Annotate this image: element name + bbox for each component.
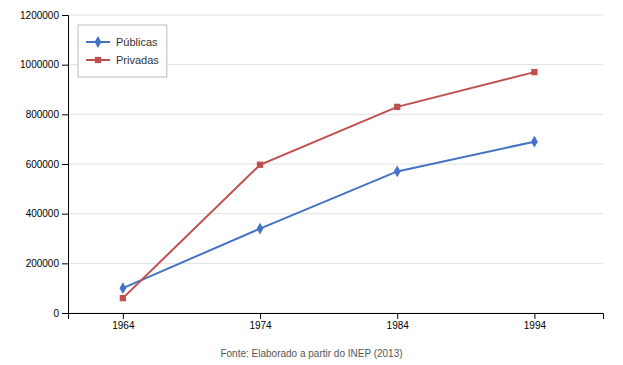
tick-label: 1200000	[20, 10, 59, 21]
caption: Fonte: Elaborado a partir do INEP (2013)	[220, 348, 402, 359]
point	[257, 162, 263, 168]
tick-label: 1974	[249, 320, 272, 331]
tick-label: 200000	[26, 258, 60, 269]
tick-mark	[62, 114, 68, 115]
tick: 1000000	[20, 59, 68, 70]
chart: 1964 1974 1984 1994 0 200000 400000 600000 80000…	[0, 0, 623, 365]
point	[531, 69, 537, 75]
y-axis: 0 200000 400000 600000 800000 1000000 1200000	[20, 10, 68, 319]
grid-line	[68, 164, 603, 165]
tick: 200000	[26, 258, 68, 269]
marks	[119, 69, 537, 301]
tick: 400000	[26, 208, 68, 219]
tick-mark	[123, 313, 124, 319]
tick-mark	[62, 164, 68, 165]
tick: 800000	[26, 109, 68, 120]
grid	[68, 15, 603, 313]
legend-box	[78, 25, 167, 77]
grid-line	[68, 114, 603, 115]
tick-mark	[397, 313, 398, 319]
tick: 600000	[26, 159, 68, 170]
grid-line	[68, 213, 603, 214]
axis-line	[69, 314, 604, 320]
tick: 1200000	[20, 10, 68, 21]
tick-mark	[62, 214, 68, 215]
point	[119, 282, 126, 294]
tick-label: 400000	[26, 208, 60, 219]
tick: 1994	[524, 313, 547, 331]
tick-label: 1984	[387, 320, 410, 331]
tick-label: 0	[53, 308, 59, 319]
point	[120, 295, 126, 301]
tick-mark	[62, 65, 68, 66]
tick-mark	[62, 313, 68, 314]
tick: 1984	[387, 313, 410, 331]
tick-mark	[62, 263, 68, 264]
tick-label: 1964	[112, 320, 135, 331]
point	[257, 223, 264, 235]
tick-label: 1000000	[20, 59, 59, 70]
tick-mark	[260, 313, 261, 319]
x-axis: 1964 1974 1984 1994	[69, 313, 604, 331]
tick: 1964	[112, 313, 135, 331]
tick-label: 1994	[524, 320, 547, 331]
series-line	[123, 72, 535, 298]
series-line	[123, 142, 535, 289]
point	[394, 104, 400, 110]
grid-line	[68, 15, 603, 16]
tick-label: 600000	[26, 159, 60, 170]
tick: 0	[53, 308, 68, 319]
legend: Públicas Privadas	[78, 25, 167, 77]
plot: 1964 1974 1984 1994 0 200000 400000 600000 80000…	[20, 10, 603, 331]
legend-marker	[95, 36, 102, 48]
point	[394, 166, 401, 178]
legend-label: Privadas	[116, 54, 159, 66]
legend-marker	[95, 57, 101, 63]
point	[531, 136, 538, 148]
tick-label: 800000	[26, 109, 60, 120]
legend-label: Públicas	[116, 36, 158, 48]
tick: 1974	[249, 313, 272, 331]
grid-line	[68, 263, 603, 264]
tick-mark	[62, 15, 68, 16]
axis-line	[62, 16, 69, 314]
tick-mark	[534, 313, 535, 319]
